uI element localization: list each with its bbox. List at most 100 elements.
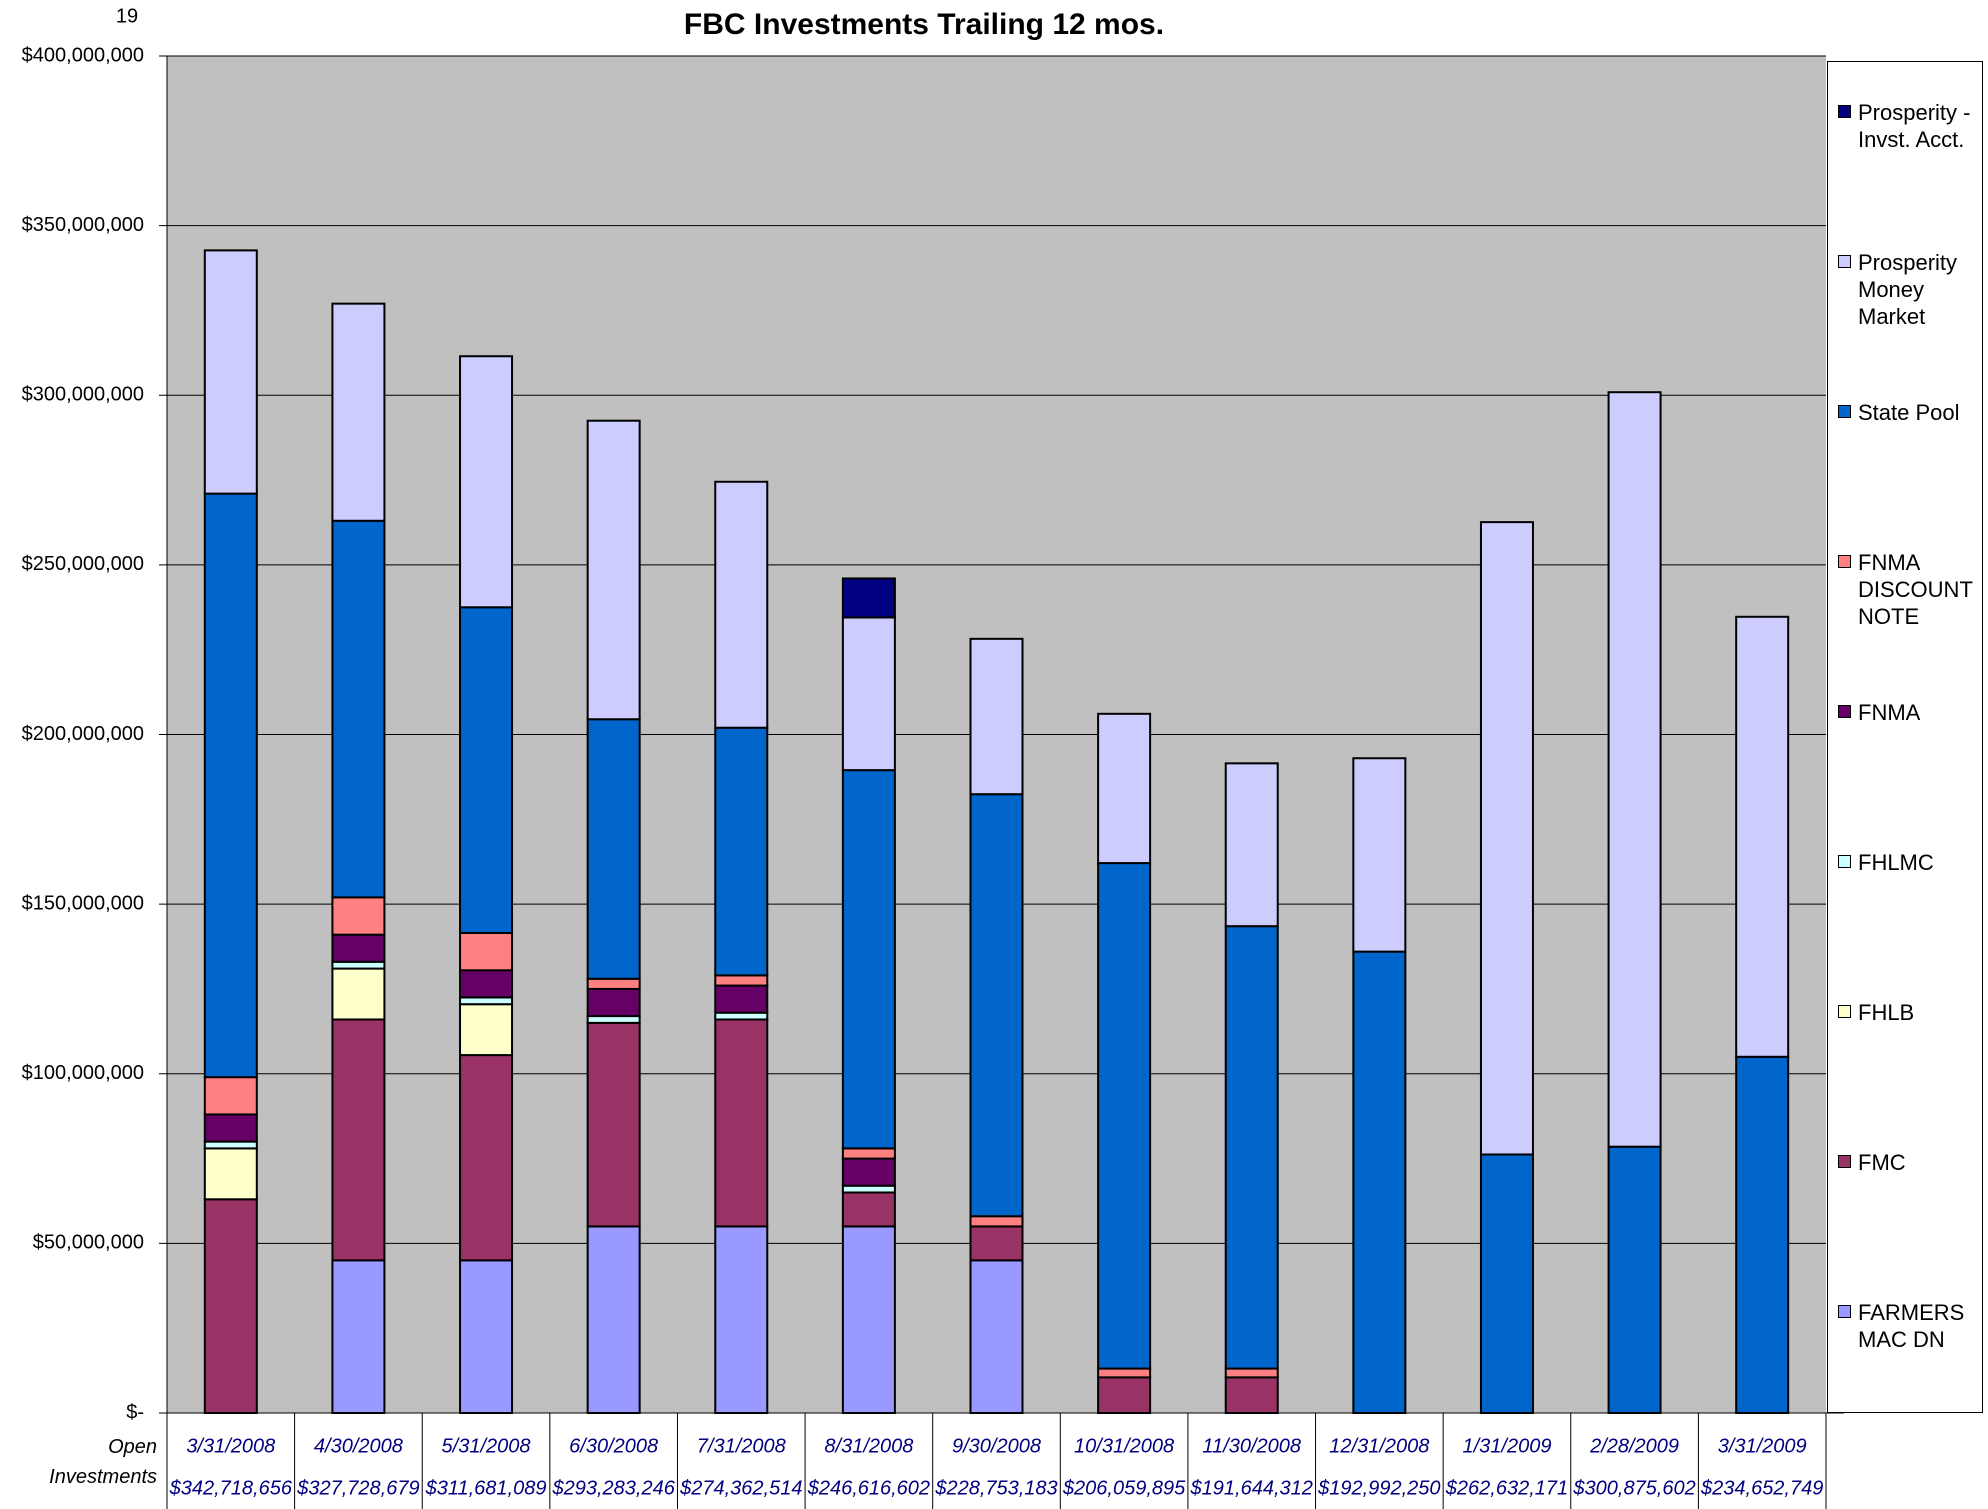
x-tick-label: 6/30/2008 bbox=[569, 1435, 658, 1457]
bar-segment bbox=[203, 1147, 258, 1201]
bar-segment bbox=[203, 1140, 258, 1150]
x-tick-label: 11/30/2008 bbox=[1202, 1435, 1301, 1457]
bar-segment bbox=[203, 1113, 258, 1143]
y-tick-label: $400,000,000 bbox=[22, 44, 144, 66]
total-label: $300,875,602 bbox=[1572, 1477, 1695, 1499]
bar-segment bbox=[1735, 1055, 1790, 1414]
total-label: $192,992,250 bbox=[1317, 1477, 1440, 1499]
legend-swatch bbox=[1838, 1005, 1851, 1018]
totals-label: Open Investments bbox=[49, 1436, 157, 1488]
legend-label: State Pool bbox=[1858, 400, 1960, 425]
bar-segment bbox=[586, 419, 641, 721]
total-label: $206,059,895 bbox=[1062, 1477, 1186, 1499]
x-tick-label: 9/30/2008 bbox=[952, 1435, 1041, 1457]
total-label: $293,283,246 bbox=[551, 1477, 675, 1499]
bar-segment bbox=[969, 1259, 1024, 1415]
bar-segment bbox=[459, 1003, 514, 1057]
legend-swatch bbox=[1838, 405, 1851, 418]
bar-segment bbox=[459, 606, 514, 934]
total-label: $228,753,183 bbox=[934, 1477, 1057, 1499]
bar-segment bbox=[586, 1015, 641, 1024]
y-tick-label: $250,000,000 bbox=[22, 553, 144, 575]
legend-swatch bbox=[1838, 855, 1851, 868]
legend-label: Prosperity Money Market bbox=[1858, 250, 1958, 329]
bar-segment bbox=[331, 1259, 386, 1415]
bar-segment bbox=[1097, 1367, 1152, 1379]
bar-segment bbox=[459, 1259, 514, 1415]
legend-swatch bbox=[1838, 705, 1851, 718]
x-tick-label: 3/31/2009 bbox=[1718, 1435, 1807, 1457]
bar-segment bbox=[586, 1021, 641, 1228]
bar-segment bbox=[969, 1215, 1024, 1228]
y-tick-label: $350,000,000 bbox=[22, 214, 144, 236]
legend-item: Prosperity - Invst. Acct. bbox=[1838, 99, 1978, 153]
bar-segment bbox=[331, 933, 386, 963]
bar-segment bbox=[1224, 925, 1279, 1370]
bar-segment bbox=[586, 718, 641, 980]
x-tick-label: 12/31/2008 bbox=[1329, 1435, 1429, 1457]
x-tick-label: 7/31/2008 bbox=[697, 1435, 786, 1457]
bar-segment bbox=[331, 896, 386, 936]
legend-item: FNMA bbox=[1838, 699, 1978, 726]
y-tick-label: $150,000,000 bbox=[22, 892, 144, 914]
bar-segment bbox=[969, 637, 1024, 796]
y-tick-label: $100,000,000 bbox=[22, 1062, 144, 1084]
bar-segment bbox=[1479, 521, 1534, 1156]
bar-segment bbox=[1352, 757, 1407, 953]
bar-segment bbox=[203, 1198, 258, 1414]
bar-segment bbox=[1479, 1153, 1534, 1414]
bar-segment bbox=[203, 1076, 258, 1116]
bar-segment bbox=[331, 967, 386, 1021]
bar-segment bbox=[714, 1011, 769, 1021]
legend-label: FNMA DISCOUNT NOTE bbox=[1858, 550, 1973, 629]
total-label: $342,718,656 bbox=[169, 1477, 293, 1499]
legend-item: FHLMC bbox=[1838, 849, 1978, 876]
y-tick-label: $- bbox=[126, 1401, 144, 1423]
x-tick-label: 8/31/2008 bbox=[824, 1435, 913, 1457]
bar-segment bbox=[714, 480, 769, 729]
legend: Prosperity - Invst. Acct. Prosperity Mone… bbox=[1827, 61, 1983, 1413]
bar-segment bbox=[459, 996, 514, 1006]
bar-segment bbox=[969, 793, 1024, 1218]
legend-item: FARMERS MAC DN bbox=[1838, 1299, 1978, 1353]
bar-segment bbox=[1224, 1376, 1279, 1415]
bar-segment bbox=[841, 1184, 896, 1194]
legend-label: Prosperity - Invst. Acct. bbox=[1858, 100, 1971, 152]
total-label: $274,362,514 bbox=[679, 1477, 802, 1499]
total-label: $262,632,171 bbox=[1445, 1477, 1568, 1499]
bar-segment bbox=[331, 519, 386, 899]
bar-segment bbox=[459, 1054, 514, 1262]
bar-segment bbox=[1224, 762, 1279, 928]
total-label: $191,644,312 bbox=[1190, 1477, 1313, 1499]
x-tick-label: 5/31/2008 bbox=[442, 1435, 531, 1457]
bar-segment bbox=[331, 1018, 386, 1262]
bar-segment bbox=[714, 1018, 769, 1228]
legend-label: FNMA bbox=[1858, 700, 1921, 725]
total-label: $234,652,749 bbox=[1700, 1477, 1823, 1499]
legend-item: Prosperity Money Market bbox=[1838, 249, 1978, 330]
bar-segment bbox=[1097, 712, 1152, 865]
bar-segment bbox=[841, 616, 896, 772]
bar-segment bbox=[459, 969, 514, 999]
bar-segment bbox=[203, 249, 258, 495]
bar-segment bbox=[841, 1225, 896, 1414]
total-label: $327,728,679 bbox=[296, 1477, 419, 1499]
legend-item: FHLB bbox=[1838, 999, 1978, 1026]
total-label: $246,616,602 bbox=[807, 1477, 930, 1499]
bar-segment bbox=[1224, 1367, 1279, 1379]
x-tick-label: 2/28/2009 bbox=[1589, 1435, 1679, 1457]
chart-title: FBC Investments Trailing 12 mos. bbox=[684, 8, 1164, 41]
bar-segment bbox=[331, 960, 386, 970]
legend-swatch bbox=[1838, 1155, 1851, 1168]
legend-label: FMC bbox=[1858, 1150, 1906, 1175]
legend-item: FNMA DISCOUNT NOTE bbox=[1838, 549, 1978, 630]
bar-segment bbox=[203, 492, 258, 1079]
bar-segment bbox=[841, 1157, 896, 1187]
bar-segment bbox=[459, 355, 514, 609]
page-number: 19 bbox=[116, 5, 138, 27]
legend-swatch bbox=[1838, 555, 1851, 568]
bar-segment bbox=[841, 1191, 896, 1228]
bar-segment bbox=[1607, 391, 1662, 1148]
